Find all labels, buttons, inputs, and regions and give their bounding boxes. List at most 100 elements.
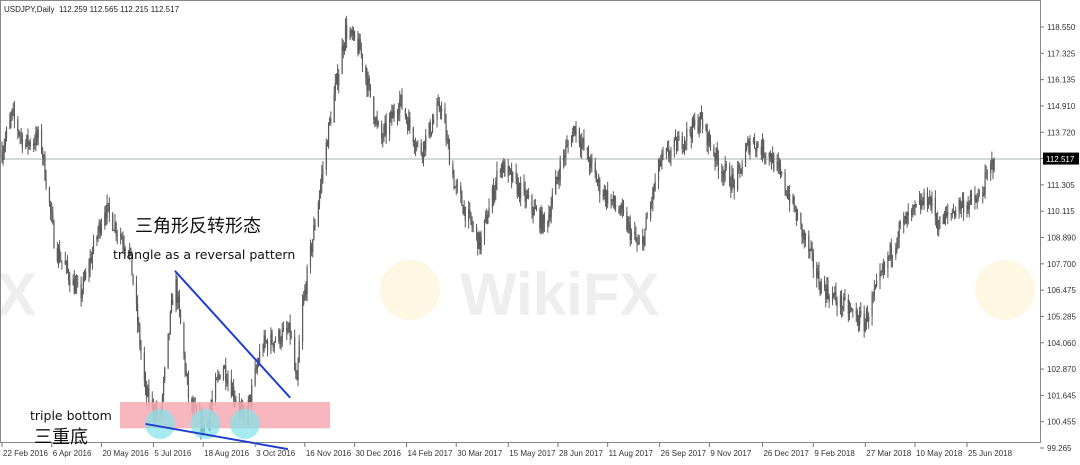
candle-body [112,213,114,231]
candle-body [77,282,79,284]
candle-body [446,138,448,140]
x-tick-label: 6 Apr 2016 [53,449,92,458]
candle-body [975,200,977,203]
candle-body [763,140,765,157]
candle-body [834,291,836,296]
candle-body [392,111,394,119]
candle-body [214,379,217,400]
candle-body [620,204,622,214]
candle-body [880,271,882,273]
candle-body [605,190,608,202]
candle-body [57,248,60,262]
candle-body [891,255,894,259]
candle-body [148,388,150,403]
triple-bottom-label-en: triple bottom [30,408,112,423]
candle-body [327,123,330,147]
candle-body [786,193,788,198]
candle-body [335,73,338,83]
candle-body [637,242,639,244]
candle-body [343,44,345,51]
candle-body [405,116,408,121]
candle-body [833,294,835,296]
candle-body [177,296,179,303]
candle-body [812,252,814,269]
candle-body [82,277,84,291]
candle-body [438,101,440,110]
candle-body [381,124,383,139]
y-tick-label: 108.890 [1047,234,1076,243]
candle-body [573,126,575,133]
candle-body [578,127,581,144]
candle-body [322,169,324,174]
candle-body [898,222,900,239]
candle-body [249,394,252,403]
candle-body [539,209,541,229]
candle-body [756,142,758,152]
candle-body [460,185,462,195]
candle-body [251,384,253,403]
candle-body [559,160,561,181]
candle-body [304,289,306,297]
candle-body [714,155,716,161]
candle-body [876,280,878,286]
candle-body [492,187,495,200]
candle-body [456,185,458,186]
ohlc-low: 112.215 [120,5,149,14]
candle-body [951,213,953,214]
candle-body [107,203,109,205]
candle-body [817,271,819,278]
candle-body [660,161,662,166]
candle-body [689,128,691,133]
candle-body [967,205,969,210]
candle-body [611,199,613,202]
candle-body [288,322,290,332]
candle-body [61,260,63,262]
candle-body [628,222,630,224]
candle-body [43,155,45,158]
candle-body [191,398,193,404]
candle-body [425,135,427,151]
candle-body [731,174,733,190]
candle-body [121,236,123,240]
candle-body [72,279,74,286]
candle-body [321,173,323,184]
candle-body [280,342,282,345]
x-tick-label: 25 Jun 2018 [968,449,1013,458]
candle-body [480,236,482,251]
candle-body [468,209,470,221]
candle-body [927,203,930,206]
candle-body [393,111,395,117]
candle-body [978,195,981,197]
candle-body [412,127,414,143]
candle-body [342,45,344,51]
candle-body [333,93,335,123]
candle-body [532,210,534,215]
candle-body [216,378,218,380]
candle-body [914,204,916,207]
candle-body [802,231,804,237]
candle-body [646,218,648,219]
candle-body [5,128,8,139]
candle-body [51,211,53,214]
candle-body [913,204,915,208]
current-price-label: 112.517 [1046,155,1075,164]
candle-body [598,179,600,183]
candle-body [96,237,98,240]
candle-body [669,156,671,158]
candle-body [937,220,939,230]
candle-body [533,206,535,215]
candle-body [401,94,403,109]
candle-body [477,232,479,249]
candle-body [826,285,828,300]
candle-body [882,263,884,272]
candle-body [375,118,377,124]
triple-bottom-label-cn: 三重底 [34,427,88,448]
bottom-marker [190,409,221,439]
plot-frame [0,0,1041,443]
candle-body [377,122,379,125]
candle-body [353,31,356,40]
candle-body [184,353,186,371]
candle-body [673,138,675,150]
candle-body [939,216,941,228]
candle-body [164,367,166,380]
